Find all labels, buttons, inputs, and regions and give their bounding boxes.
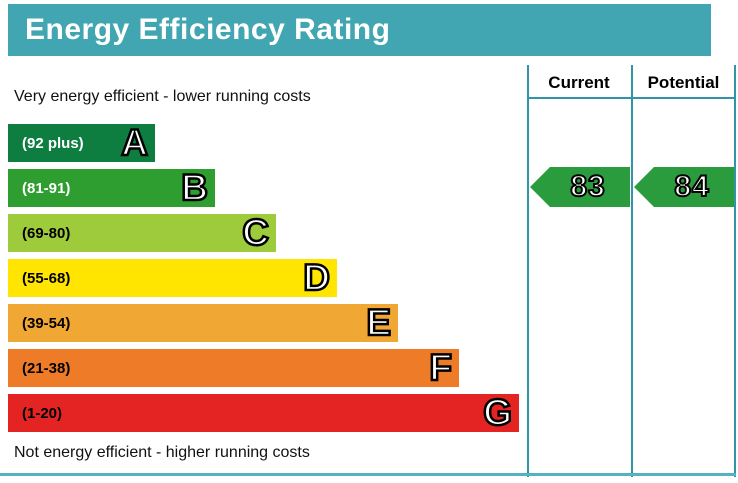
chart-title-bar: Energy Efficiency Rating <box>8 4 711 56</box>
chart-bottom-border <box>0 473 736 476</box>
band-row-a: (92 plus) A <box>8 122 155 163</box>
band-b-range-label: (81-91) <box>22 179 71 197</box>
band-g-letter: G <box>482 392 513 433</box>
band-d-range-label: (55-68) <box>22 269 71 287</box>
band-a-range-label: (92 plus) <box>22 134 84 152</box>
band-row-b: (81-91) B <box>8 167 215 208</box>
table-divider-right <box>734 65 736 477</box>
band-b-letter: B <box>180 167 209 208</box>
band-row-d: (55-68) D <box>8 257 337 298</box>
current-rating-arrow: 83 <box>530 167 630 207</box>
chart-title: Energy Efficiency Rating <box>25 13 391 46</box>
band-f-range-label: (21-38) <box>22 359 71 377</box>
band-e-range-label: (39-54) <box>22 314 71 332</box>
current-rating-value: 83 <box>569 169 606 204</box>
band-f-letter: F <box>428 347 453 388</box>
table-divider-left <box>527 65 529 477</box>
potential-rating-value: 84 <box>673 169 710 204</box>
top-caption: Very energy efficient - lower running co… <box>14 88 311 105</box>
band-row-e: (39-54) E <box>8 302 398 343</box>
table-divider-middle <box>631 65 633 477</box>
band-d-letter: D <box>302 257 331 298</box>
band-g-range-label: (1-20) <box>22 404 63 422</box>
band-row-c: (69-80) C <box>8 212 276 253</box>
band-row-g: (1-20) G <box>8 392 519 433</box>
potential-rating-arrow: 84 <box>634 167 734 207</box>
band-c-range-label: (69-80) <box>22 224 71 242</box>
bottom-caption: Not energy efficient - higher running co… <box>14 444 310 461</box>
band-c-letter: C <box>241 212 270 253</box>
band-e-letter: E <box>365 302 392 343</box>
table-header-underline <box>527 97 736 99</box>
band-row-f: (21-38) F <box>8 347 459 388</box>
potential-column-header: Potential <box>647 73 720 92</box>
band-a-letter: A <box>120 122 149 163</box>
current-column-header: Current <box>548 73 610 92</box>
